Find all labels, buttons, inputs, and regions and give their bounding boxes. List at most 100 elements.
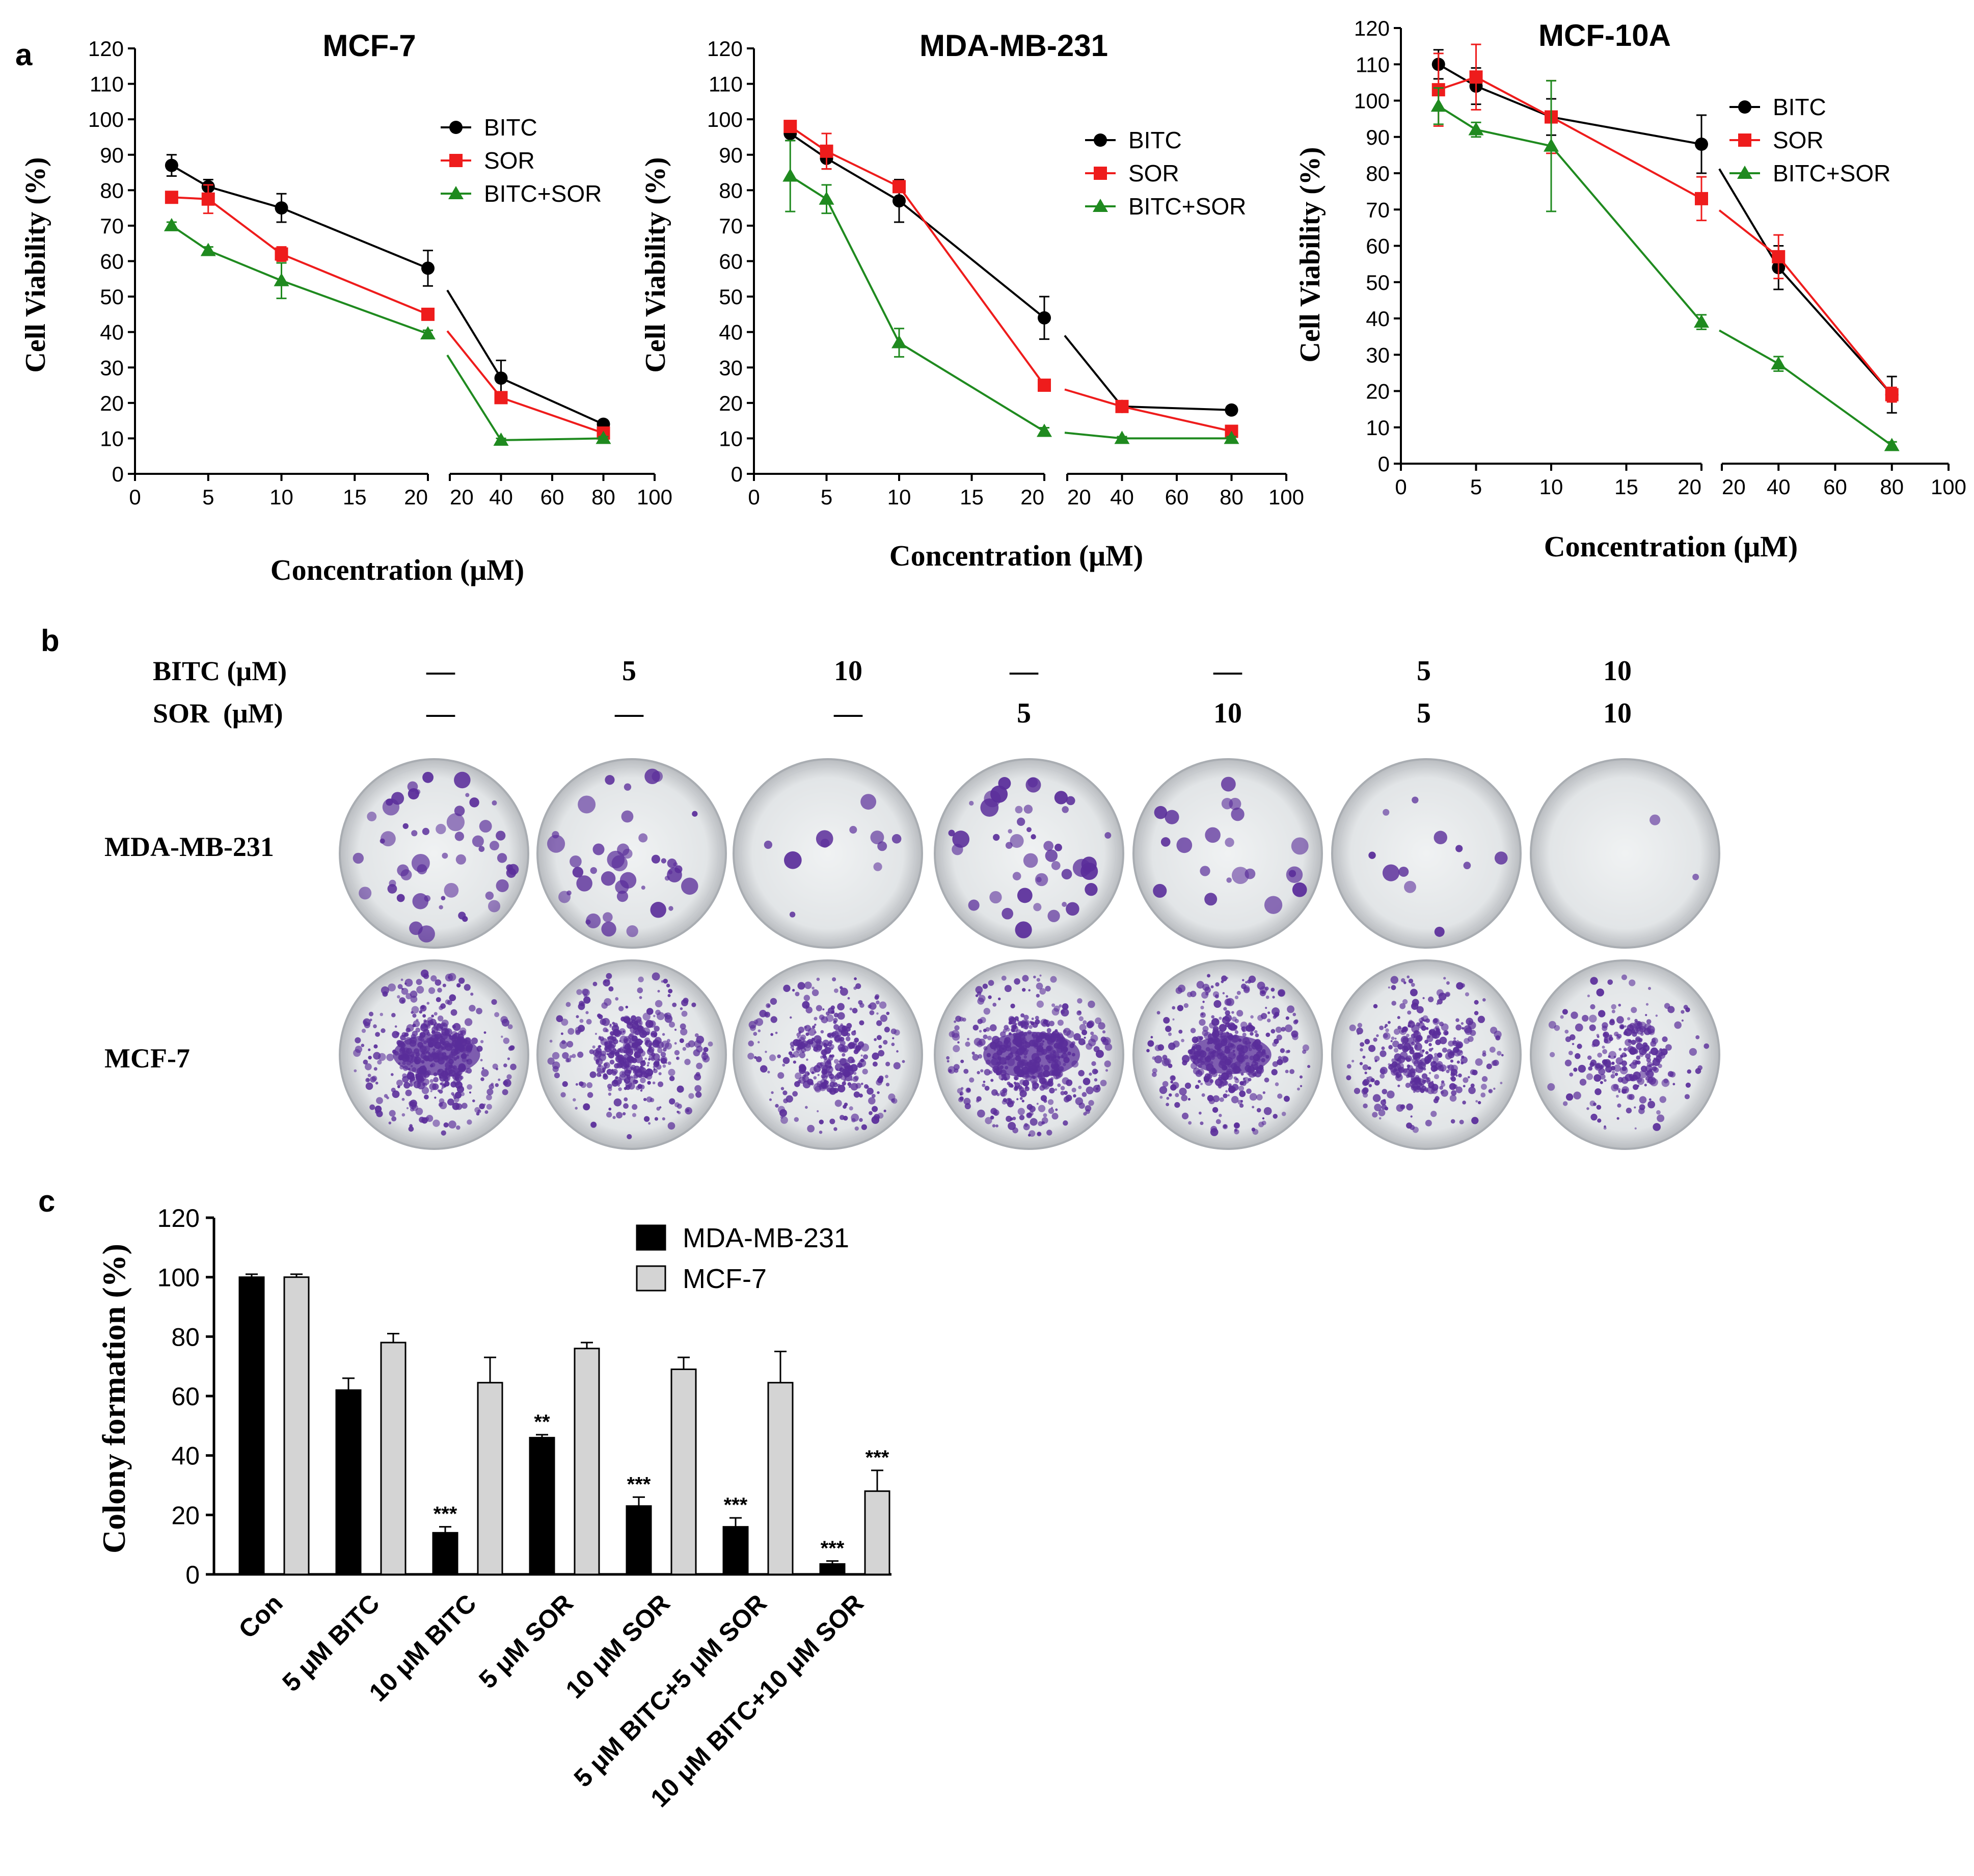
colony xyxy=(1215,1020,1219,1022)
colony xyxy=(885,1075,888,1079)
colony xyxy=(1040,1095,1047,1102)
colony xyxy=(1051,1113,1059,1120)
colony xyxy=(605,1042,612,1049)
legend-marker-BITC xyxy=(1094,133,1107,147)
colony xyxy=(1430,1111,1437,1117)
series-line-BITC+SOR xyxy=(446,354,604,441)
colony xyxy=(702,1051,707,1056)
colony xyxy=(1214,994,1219,999)
colony xyxy=(434,1096,437,1099)
colony xyxy=(1616,1035,1620,1040)
colony xyxy=(1647,1101,1656,1109)
colony xyxy=(795,991,800,997)
colony xyxy=(576,875,592,892)
y-tick-label: 20 xyxy=(100,391,124,415)
colony xyxy=(793,1060,796,1064)
colony xyxy=(575,1107,578,1110)
colony xyxy=(583,996,591,1004)
colony xyxy=(1057,1020,1064,1026)
colony xyxy=(1302,1044,1309,1052)
colony xyxy=(758,1029,761,1032)
colony xyxy=(1078,1070,1085,1077)
colony xyxy=(834,1082,837,1085)
colony xyxy=(1203,1076,1209,1081)
colony xyxy=(408,1126,414,1132)
colony xyxy=(1564,1029,1569,1034)
colony xyxy=(426,1002,430,1005)
colony xyxy=(454,806,465,816)
colony xyxy=(619,1047,626,1054)
colony xyxy=(1468,1086,1476,1094)
colony xyxy=(460,1030,466,1036)
colony xyxy=(1081,1029,1088,1035)
colony xyxy=(1456,1040,1459,1042)
colony xyxy=(1168,1063,1173,1068)
colony xyxy=(672,1002,677,1007)
colony xyxy=(652,972,660,981)
colony xyxy=(1223,1093,1228,1098)
colony xyxy=(1168,1032,1172,1036)
data-point-BITC+SOR xyxy=(274,273,289,286)
colony xyxy=(667,1122,675,1130)
colony xyxy=(1392,1040,1399,1048)
colony xyxy=(450,1081,457,1088)
colony xyxy=(1405,1057,1411,1062)
data-point-BITC+SOR xyxy=(1694,314,1709,328)
colony xyxy=(765,1051,767,1053)
colony xyxy=(1450,1119,1455,1124)
colony xyxy=(972,1025,979,1031)
colony xyxy=(820,1030,824,1034)
colony xyxy=(1032,1086,1037,1091)
colony xyxy=(503,1080,508,1086)
colony xyxy=(886,1011,890,1015)
colony xyxy=(966,1088,971,1092)
colony xyxy=(679,1038,684,1043)
colony xyxy=(506,1074,512,1080)
significance-marker: *** xyxy=(866,1446,889,1469)
y-axis-label: Cell Viability (%) xyxy=(1294,147,1326,362)
data-point-BITC+SOR xyxy=(1771,356,1787,370)
colony xyxy=(1100,1080,1107,1087)
colony xyxy=(355,1037,361,1043)
colony xyxy=(877,1112,884,1119)
colony xyxy=(1428,1071,1431,1075)
colony xyxy=(624,1087,627,1090)
colony xyxy=(1501,1054,1504,1057)
colony xyxy=(957,1041,960,1044)
colony xyxy=(368,1048,371,1051)
colony xyxy=(476,1008,482,1014)
colony xyxy=(767,1070,770,1074)
data-point-BITC+SOR xyxy=(1224,431,1239,444)
colony xyxy=(1416,1006,1424,1013)
colony xyxy=(482,1067,484,1070)
colony xyxy=(1351,1059,1355,1063)
colony xyxy=(1412,796,1419,803)
colony xyxy=(1589,1024,1596,1031)
colony xyxy=(780,1116,788,1124)
colony xyxy=(1246,1088,1252,1094)
colony xyxy=(1029,1106,1036,1112)
colony xyxy=(1278,989,1286,997)
y-axis-label: Cell Viability (%) xyxy=(640,157,671,372)
colony xyxy=(1209,1079,1214,1083)
colony xyxy=(680,1007,683,1010)
colony xyxy=(1073,1094,1076,1098)
colony xyxy=(1164,1058,1171,1065)
y-tick-label: 70 xyxy=(1366,198,1390,222)
colony xyxy=(1591,1043,1596,1048)
colony xyxy=(1653,1057,1656,1060)
colony xyxy=(578,1025,585,1032)
bar-MCF-7 xyxy=(380,1342,407,1575)
colony xyxy=(1463,1085,1466,1088)
colony xyxy=(1388,1044,1393,1050)
colony xyxy=(1650,1078,1658,1087)
colony xyxy=(1095,1017,1102,1025)
colony xyxy=(415,1107,423,1115)
x-tick-label: 20 xyxy=(1067,485,1091,509)
colony xyxy=(1165,1026,1172,1032)
colony xyxy=(877,841,887,851)
colony xyxy=(674,1050,680,1056)
colony xyxy=(613,1048,616,1052)
colony-cluster xyxy=(393,1034,480,1076)
colony xyxy=(1226,977,1229,979)
